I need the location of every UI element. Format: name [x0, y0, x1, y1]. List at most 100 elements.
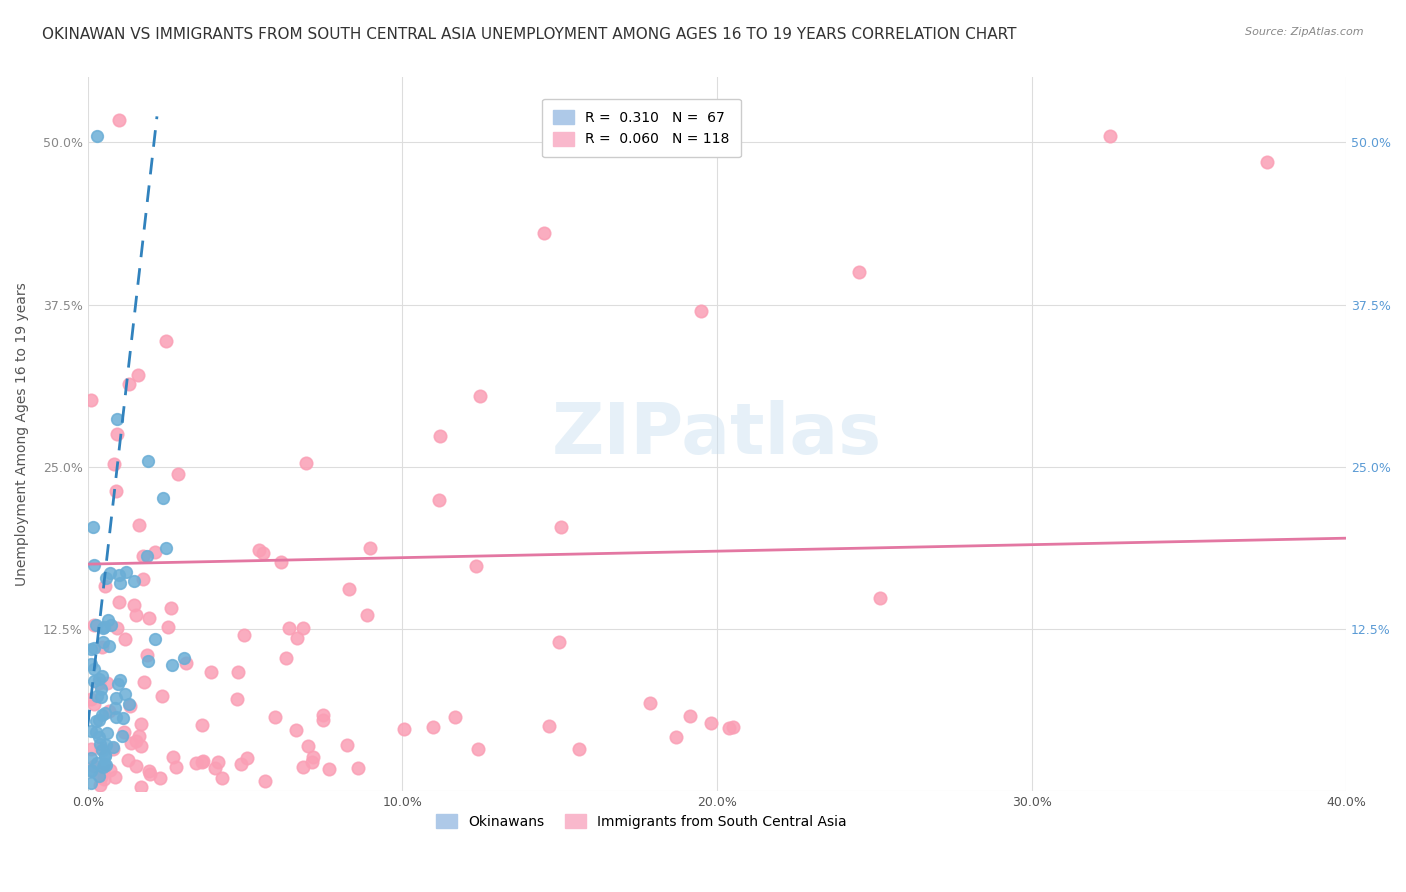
- Point: [94, 749, 117, 764]
- Y-axis label: Unemployment Among Ages 16 to 19 years: Unemployment Among Ages 16 to 19 years: [15, 283, 30, 586]
- Point: [82, 519, 104, 533]
- Point: [90, 682, 112, 697]
- Point: [132, 572, 155, 586]
- Point: [90, 669, 112, 683]
- Point: [89, 713, 111, 727]
- Point: [91, 759, 114, 773]
- Point: [174, 656, 197, 670]
- Point: [108, 595, 131, 609]
- Point: [80, 392, 103, 407]
- Point: [90, 770, 112, 784]
- Point: [101, 741, 124, 756]
- Point: [467, 742, 489, 756]
- Point: [533, 226, 555, 240]
- Point: [80, 657, 103, 672]
- Point: [120, 698, 142, 713]
- Text: OKINAWAN VS IMMIGRANTS FROM SOUTH CENTRAL ASIA UNEMPLOYMENT AMONG AGES 16 TO 19 : OKINAWAN VS IMMIGRANTS FROM SOUTH CENTRA…: [42, 27, 1017, 42]
- Point: [337, 582, 360, 596]
- Point: [89, 737, 111, 751]
- Legend: Okinawans, Immigrants from South Central Asia: Okinawans, Immigrants from South Central…: [430, 808, 852, 834]
- Point: [83, 673, 105, 688]
- Point: [247, 543, 270, 558]
- Point: [111, 729, 134, 743]
- Point: [538, 719, 561, 733]
- Point: [89, 676, 111, 690]
- Point: [91, 708, 114, 723]
- Point: [89, 730, 111, 744]
- Point: [114, 687, 136, 701]
- Point: [122, 574, 145, 589]
- Point: [96, 675, 118, 690]
- Point: [162, 750, 184, 764]
- Point: [125, 758, 148, 772]
- Point: [690, 304, 713, 318]
- Point: [100, 618, 122, 632]
- Point: [465, 559, 488, 574]
- Point: [129, 780, 152, 795]
- Point: [93, 772, 115, 787]
- Point: [699, 715, 721, 730]
- Text: Source: ZipAtlas.com: Source: ZipAtlas.com: [1246, 27, 1364, 37]
- Point: [90, 740, 112, 755]
- Point: [444, 710, 467, 724]
- Point: [160, 658, 183, 673]
- Point: [252, 546, 274, 560]
- Point: [83, 558, 105, 572]
- Point: [359, 541, 381, 555]
- Point: [87, 769, 110, 783]
- Point: [80, 751, 103, 765]
- Point: [166, 467, 188, 482]
- Point: [226, 692, 249, 706]
- Point: [90, 690, 112, 704]
- Point: [124, 608, 146, 623]
- Point: [84, 724, 107, 739]
- Point: [165, 759, 187, 773]
- Point: [117, 753, 139, 767]
- Point: [112, 724, 135, 739]
- Point: [155, 334, 177, 348]
- Point: [122, 598, 145, 612]
- Point: [105, 412, 128, 426]
- Point: [96, 571, 118, 585]
- Point: [98, 763, 121, 777]
- Point: [80, 641, 103, 656]
- Point: [83, 697, 105, 711]
- Point: [291, 621, 314, 635]
- Point: [157, 619, 180, 633]
- Point: [80, 742, 103, 756]
- Point: [231, 757, 253, 772]
- Point: [869, 591, 891, 606]
- Point: [104, 770, 127, 784]
- Point: [318, 762, 340, 776]
- Point: [120, 736, 142, 750]
- Point: [132, 549, 155, 564]
- Point: [136, 654, 159, 668]
- Point: [98, 639, 121, 653]
- Point: [150, 690, 173, 704]
- Point: [104, 701, 127, 715]
- Point: [264, 710, 287, 724]
- Point: [285, 631, 308, 645]
- Point: [96, 738, 118, 752]
- Point: [104, 483, 127, 498]
- Point: [204, 762, 226, 776]
- Point: [270, 555, 292, 569]
- Point: [285, 723, 308, 738]
- Point: [392, 722, 415, 736]
- Point: [1099, 128, 1122, 143]
- Point: [80, 764, 103, 778]
- Point: [336, 738, 359, 752]
- Point: [86, 128, 108, 143]
- Point: [80, 724, 103, 739]
- Point: [93, 619, 115, 633]
- Point: [253, 773, 276, 788]
- Text: ZIPatlas: ZIPatlas: [553, 400, 882, 469]
- Point: [138, 764, 160, 779]
- Point: [468, 389, 491, 403]
- Point: [104, 690, 127, 705]
- Point: [207, 755, 229, 769]
- Point: [89, 672, 111, 686]
- Point: [226, 665, 249, 679]
- Point: [422, 720, 444, 734]
- Point: [211, 771, 233, 785]
